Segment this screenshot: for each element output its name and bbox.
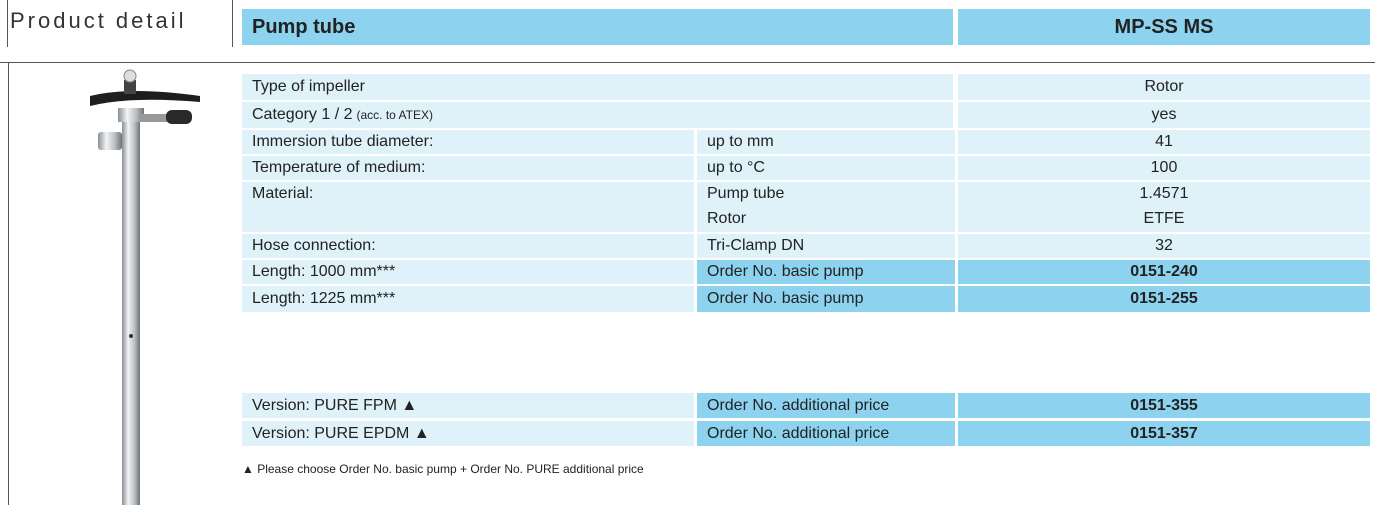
- row-label: Material:: [252, 185, 313, 203]
- value-cell: 100: [958, 156, 1370, 180]
- label-cell: Type of impeller: [242, 74, 953, 100]
- label-cell: Version: PURE FPM ▲: [242, 393, 694, 418]
- divider: [0, 62, 1375, 63]
- row-label: Length: 1000 mm***: [252, 263, 395, 281]
- section-label: Product detail: [8, 0, 233, 47]
- value-cell: 32: [958, 234, 1370, 258]
- label-cell: Hose connection:: [242, 234, 694, 258]
- label-cell: Category 1 / 2 (acc. to ATEX): [242, 102, 953, 128]
- row-note: (acc. to ATEX): [357, 108, 433, 122]
- header-model: MP-SS MS: [958, 9, 1370, 45]
- unit-cell: Order No. additional price: [697, 393, 955, 418]
- row-label: Version: PURE EPDM ▲: [252, 425, 430, 443]
- row-label: Length: 1225 mm***: [252, 290, 395, 308]
- value-cell: 41: [958, 130, 1370, 154]
- unit-cell: Rotor: [697, 206, 955, 232]
- unit-cell: Tri-Clamp DN: [697, 234, 955, 258]
- value-cell: Rotor: [958, 74, 1370, 100]
- row-label: Version: PURE FPM ▲: [252, 397, 417, 415]
- unit-cell: up to °C: [697, 156, 955, 180]
- row-label: Category 1 / 2: [252, 106, 353, 124]
- left-border-top: [0, 0, 8, 47]
- value-cell: 0151-255: [958, 286, 1370, 312]
- footnote: ▲ Please choose Order No. basic pump + O…: [242, 462, 644, 476]
- left-border: [8, 62, 9, 505]
- label-cell: Immersion tube diameter:: [242, 130, 694, 154]
- unit-cell: up to mm: [697, 130, 955, 154]
- row-label: Hose connection:: [252, 237, 376, 255]
- label-cell: Temperature of medium:: [242, 156, 694, 180]
- unit-cell: Order No. additional price: [697, 421, 955, 446]
- unit-cell: Order No. basic pump: [697, 286, 955, 312]
- unit-cell: Order No. basic pump: [697, 260, 955, 284]
- value-cell: 0151-355: [958, 393, 1370, 418]
- row-label: Temperature of medium:: [252, 159, 425, 177]
- value-cell: 1.4571: [958, 182, 1370, 206]
- value-cell: 0151-240: [958, 260, 1370, 284]
- page: Product detail Pump tube MP-SS MS ▲ Plea…: [0, 0, 1375, 505]
- label-cell: Version: PURE EPDM ▲: [242, 421, 694, 446]
- row-label: Type of impeller: [252, 78, 365, 96]
- pump-image: [80, 66, 220, 505]
- row-label: Immersion tube diameter:: [252, 133, 433, 151]
- label-cell: Length: 1225 mm***: [242, 286, 694, 312]
- unit-cell: Pump tube: [697, 182, 955, 206]
- label-cell: Material:: [242, 182, 694, 232]
- label-cell: Length: 1000 mm***: [242, 260, 694, 284]
- value-cell: ETFE: [958, 206, 1370, 232]
- header-title: Pump tube: [242, 9, 953, 45]
- value-cell: yes: [958, 102, 1370, 128]
- value-cell: 0151-357: [958, 421, 1370, 446]
